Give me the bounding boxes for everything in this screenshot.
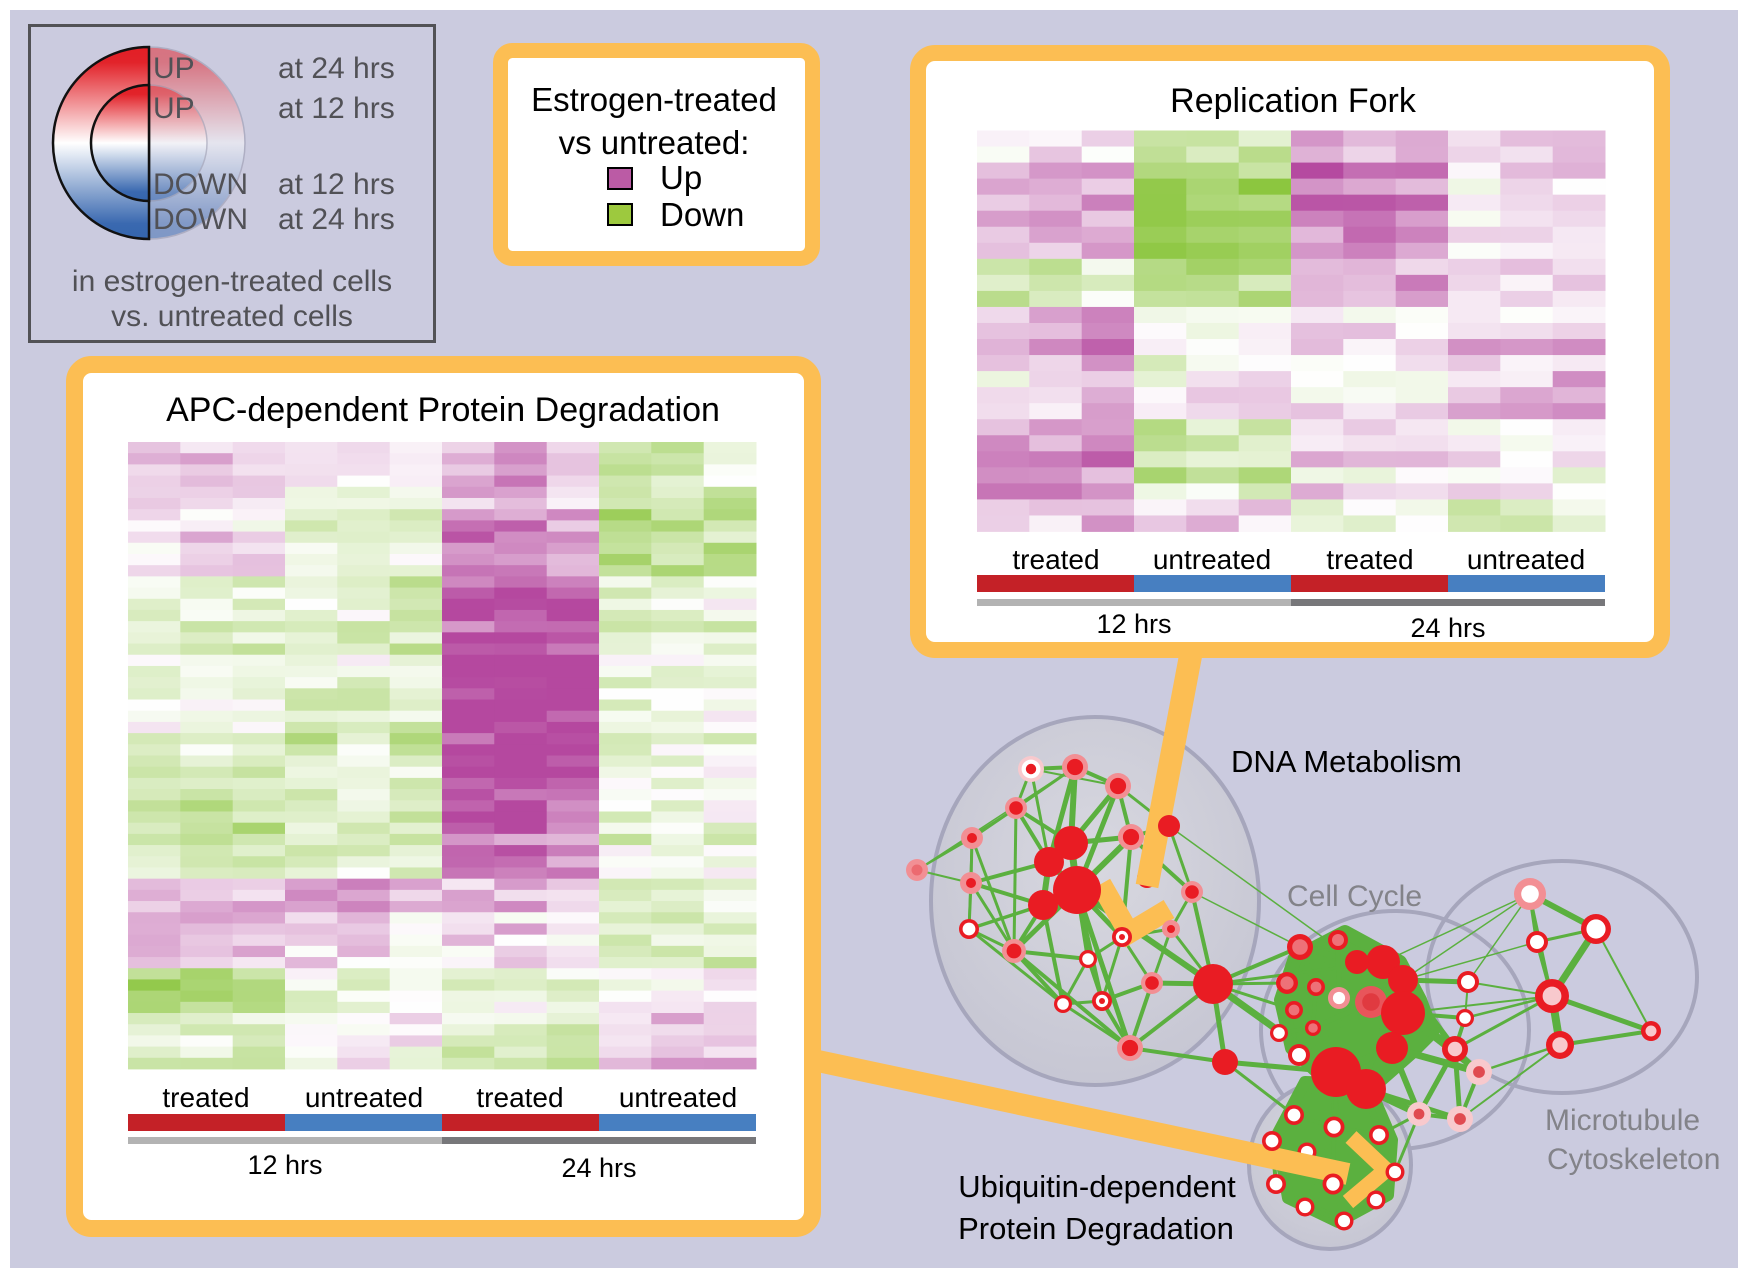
svg-text:12 hrs: 12 hrs <box>1096 609 1171 639</box>
svg-text:at 24 hrs: at 24 hrs <box>278 52 395 85</box>
svg-text:treated: treated <box>1326 544 1413 575</box>
svg-text:untreated: untreated <box>1153 544 1271 575</box>
svg-text:UP: UP <box>153 92 195 125</box>
svg-text:Replication Fork: Replication Fork <box>1170 82 1417 120</box>
svg-text:in estrogen-treated cells: in estrogen-treated cells <box>72 265 392 298</box>
svg-text:12 hrs: 12 hrs <box>247 1150 322 1180</box>
svg-text:24 hrs: 24 hrs <box>561 1153 636 1183</box>
svg-text:DOWN: DOWN <box>153 168 248 201</box>
svg-text:APC-dependent Protein Degradat: APC-dependent Protein Degradation <box>166 391 720 429</box>
svg-text:Microtubule: Microtubule <box>1545 1104 1700 1137</box>
svg-text:DOWN: DOWN <box>153 203 248 236</box>
svg-text:treated: treated <box>1012 544 1099 575</box>
svg-text:untreated: untreated <box>1467 544 1585 575</box>
svg-text:at 12 hrs: at 12 hrs <box>278 92 395 125</box>
svg-text:at 24 hrs: at 24 hrs <box>278 203 395 236</box>
svg-text:Up: Up <box>660 159 702 196</box>
svg-text:Cytoskeleton: Cytoskeleton <box>1547 1143 1720 1176</box>
svg-text:Ubiquitin-dependent: Ubiquitin-dependent <box>958 1169 1236 1204</box>
svg-text:Protein Degradation: Protein Degradation <box>958 1211 1234 1246</box>
svg-text:UP: UP <box>153 52 195 85</box>
svg-text:at 12 hrs: at 12 hrs <box>278 168 395 201</box>
svg-text:untreated: untreated <box>619 1082 737 1113</box>
svg-text:treated: treated <box>476 1082 563 1113</box>
svg-text:DNA Metabolism: DNA Metabolism <box>1231 744 1462 779</box>
svg-text:untreated: untreated <box>305 1082 423 1113</box>
svg-text:24 hrs: 24 hrs <box>1410 613 1485 643</box>
svg-text:treated: treated <box>162 1082 249 1113</box>
svg-text:Estrogen-treated: Estrogen-treated <box>531 81 777 118</box>
svg-text:Cell Cycle: Cell Cycle <box>1287 880 1422 913</box>
svg-text:vs untreated:: vs untreated: <box>559 124 750 161</box>
svg-text:vs. untreated cells: vs. untreated cells <box>111 300 353 333</box>
svg-text:Down: Down <box>660 196 744 233</box>
